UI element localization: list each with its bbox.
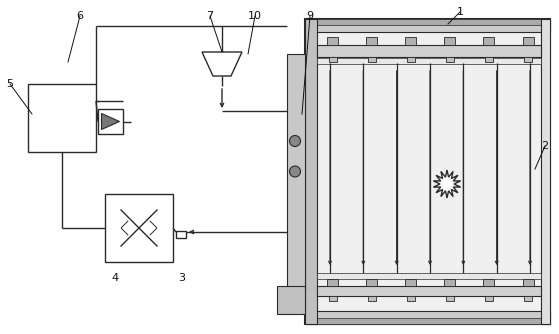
- Polygon shape: [102, 114, 120, 130]
- Bar: [541, 19, 550, 324]
- Bar: [305, 19, 317, 324]
- Bar: [524, 57, 532, 62]
- Text: 1: 1: [457, 7, 463, 17]
- Bar: [317, 286, 541, 296]
- Text: 7: 7: [206, 11, 214, 21]
- Bar: [368, 57, 376, 62]
- Bar: [28, 84, 96, 152]
- Bar: [305, 311, 550, 324]
- Text: 3: 3: [178, 273, 186, 283]
- Text: 5: 5: [7, 79, 13, 89]
- Bar: [277, 286, 305, 314]
- Bar: [328, 279, 339, 286]
- Bar: [367, 37, 377, 45]
- Bar: [328, 37, 339, 45]
- Polygon shape: [433, 170, 461, 198]
- Bar: [405, 37, 416, 45]
- Bar: [484, 279, 495, 286]
- Circle shape: [290, 166, 301, 177]
- Bar: [98, 109, 123, 134]
- Bar: [368, 296, 376, 301]
- Bar: [485, 57, 493, 62]
- Bar: [317, 273, 541, 279]
- Bar: [305, 19, 550, 324]
- Text: 4: 4: [111, 273, 119, 283]
- Bar: [329, 57, 337, 62]
- Bar: [523, 37, 533, 45]
- Bar: [485, 296, 493, 301]
- Bar: [405, 279, 416, 286]
- Text: 9: 9: [306, 11, 314, 21]
- Bar: [446, 296, 454, 301]
- Bar: [176, 230, 186, 237]
- Bar: [317, 45, 541, 57]
- Bar: [484, 37, 495, 45]
- Bar: [367, 279, 377, 286]
- Text: 2: 2: [542, 141, 548, 151]
- Text: 6: 6: [77, 11, 83, 21]
- Polygon shape: [202, 52, 242, 76]
- Bar: [523, 279, 533, 286]
- Bar: [305, 19, 550, 25]
- Bar: [407, 296, 415, 301]
- Bar: [524, 296, 532, 301]
- Bar: [287, 54, 305, 289]
- Circle shape: [290, 136, 301, 147]
- Bar: [105, 194, 173, 262]
- Bar: [444, 37, 456, 45]
- Bar: [305, 318, 550, 324]
- Bar: [329, 296, 337, 301]
- Bar: [446, 57, 454, 62]
- Bar: [305, 19, 550, 32]
- Bar: [317, 58, 541, 64]
- Bar: [407, 57, 415, 62]
- Text: 10: 10: [248, 11, 262, 21]
- Bar: [444, 279, 456, 286]
